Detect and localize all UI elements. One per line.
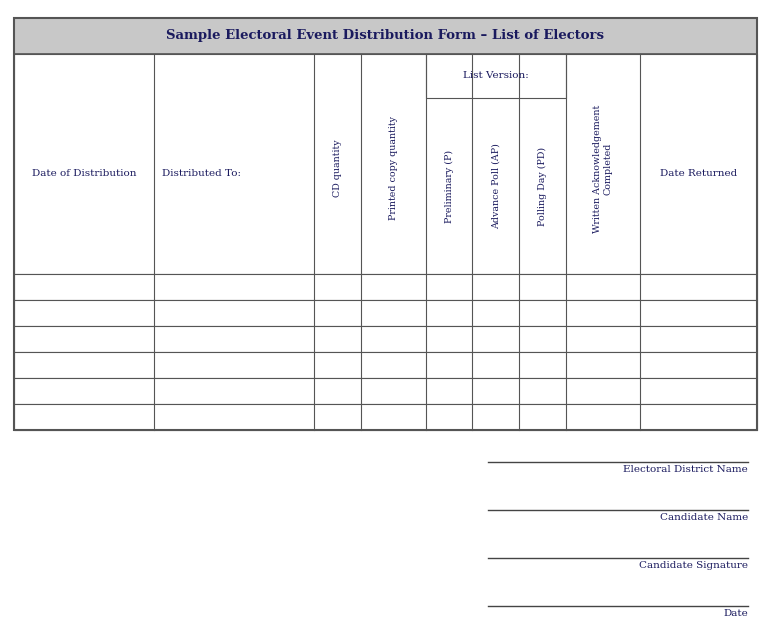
Text: Date Returned: Date Returned — [660, 169, 737, 179]
Text: Candidate Signature: Candidate Signature — [639, 561, 748, 570]
Text: Date of Distribution: Date of Distribution — [32, 169, 136, 179]
Bar — [14, 54, 757, 274]
Text: Written Acknowledgement
Completed: Written Acknowledgement Completed — [594, 104, 613, 233]
Text: Advance Poll (AP): Advance Poll (AP) — [491, 143, 500, 229]
Bar — [14, 300, 757, 326]
Text: CD quantity: CD quantity — [333, 140, 342, 198]
Bar — [14, 352, 757, 378]
Bar — [14, 378, 757, 404]
Text: Date: Date — [723, 609, 748, 618]
Text: Preliminary (P): Preliminary (P) — [444, 149, 454, 223]
Bar — [14, 274, 757, 300]
Text: Polling Day (PD): Polling Day (PD) — [538, 147, 547, 226]
Bar — [14, 326, 757, 352]
Text: Distributed To:: Distributed To: — [162, 169, 241, 179]
Bar — [14, 18, 757, 430]
Text: List Version:: List Version: — [463, 71, 528, 80]
Bar — [14, 18, 757, 54]
Text: Electoral District Name: Electoral District Name — [623, 465, 748, 474]
Bar — [14, 404, 757, 430]
Text: Sample Electoral Event Distribution Form – List of Electors: Sample Electoral Event Distribution Form… — [166, 29, 605, 43]
Bar — [426, 54, 566, 98]
Text: Candidate Name: Candidate Name — [660, 513, 748, 522]
Text: Printed copy quantity: Printed copy quantity — [388, 117, 398, 221]
